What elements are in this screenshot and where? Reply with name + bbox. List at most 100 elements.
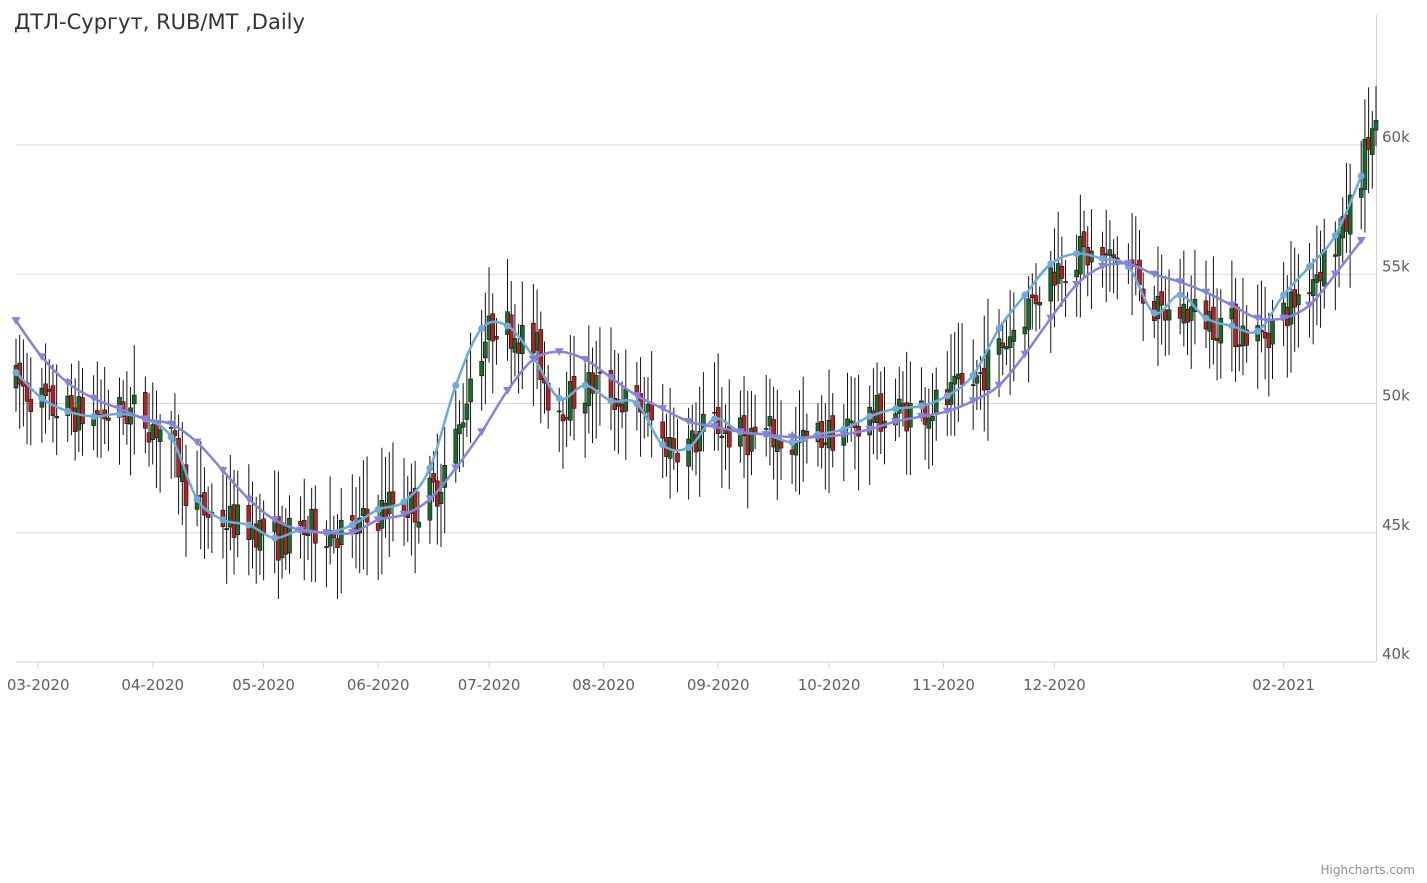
ma-marker — [374, 505, 382, 513]
ma-marker — [891, 417, 901, 426]
candle — [490, 293, 496, 394]
ma-marker — [1047, 260, 1055, 268]
candle — [952, 331, 957, 436]
ma-marker — [761, 430, 771, 439]
candle-body-down — [80, 397, 85, 425]
candle — [1373, 85, 1379, 147]
candle — [819, 395, 824, 469]
candle — [386, 451, 392, 557]
candle-body-up — [763, 428, 769, 430]
x-tick-label-05-2020: 05-2020 — [232, 676, 295, 694]
candle-body-up — [257, 520, 263, 551]
candle-body-up — [1022, 326, 1028, 335]
candle-body-down — [675, 452, 680, 463]
ma-marker — [1254, 327, 1262, 335]
ma-marker — [348, 521, 356, 529]
ma-marker — [866, 412, 874, 420]
candle — [726, 379, 732, 490]
candle — [1063, 260, 1068, 318]
candle-body-up — [1370, 128, 1375, 155]
candle — [1233, 278, 1238, 382]
candle-body-down — [959, 373, 965, 385]
candle-body-up — [1007, 336, 1013, 348]
candle — [157, 414, 163, 493]
highcharts-credits[interactable]: Highcharts.com — [1320, 863, 1415, 877]
ma-marker — [1175, 278, 1185, 287]
ma-marker — [452, 381, 460, 389]
candle-body-down — [1211, 306, 1216, 340]
candle-body-up — [616, 399, 621, 407]
candle — [1211, 256, 1216, 365]
ma-marker — [994, 381, 1004, 390]
candle — [1115, 236, 1120, 300]
candle — [1347, 163, 1353, 288]
ma-marker — [11, 317, 21, 325]
ma-marker — [425, 495, 435, 504]
candle — [712, 362, 717, 451]
candle-body-down — [1244, 329, 1249, 346]
ma-marker — [1123, 260, 1133, 268]
ma-marker — [528, 355, 538, 364]
candle — [660, 384, 666, 479]
candle-body-down — [50, 385, 56, 416]
candle-body-down — [1063, 281, 1068, 283]
ma-marker — [658, 405, 668, 413]
candle — [1192, 249, 1198, 345]
candle — [338, 487, 344, 594]
candle-body-up — [1347, 194, 1353, 235]
candle — [1111, 239, 1116, 294]
candle — [143, 376, 148, 454]
candle — [1288, 241, 1294, 373]
candle-body-down — [597, 371, 603, 374]
y-tick-label-60k: 60k — [1382, 128, 1410, 146]
candle-body-up — [224, 528, 229, 531]
candle — [1281, 262, 1286, 347]
candle-body-up — [974, 375, 980, 384]
candle — [1188, 275, 1194, 369]
candle — [841, 404, 847, 482]
candle-body-down — [660, 421, 666, 439]
candle-body-down — [634, 385, 640, 394]
x-tick-label-10-2020: 10-2020 — [798, 676, 861, 694]
ma-marker — [167, 433, 175, 441]
candle-body-down — [970, 384, 976, 386]
candle — [209, 483, 215, 554]
candle — [697, 386, 702, 497]
candle-body-down — [313, 508, 318, 544]
ma-marker — [504, 322, 512, 330]
x-tick-label-04-2020: 04-2020 — [121, 676, 184, 694]
candle — [460, 383, 466, 468]
candle-body-up — [1288, 291, 1294, 325]
x-tick-label-08-2020: 08-2020 — [572, 676, 635, 694]
ma-marker — [1176, 291, 1184, 299]
ma-marker — [1227, 301, 1237, 310]
candle — [257, 493, 263, 575]
candle-body-up — [453, 428, 459, 464]
candle-body-up — [1358, 187, 1364, 198]
candle-body-up — [1373, 120, 1379, 131]
ma-marker — [426, 464, 434, 472]
candle — [405, 476, 411, 543]
candle — [948, 334, 954, 436]
ma-marker — [347, 529, 357, 537]
candle — [1218, 289, 1224, 379]
candle — [1362, 99, 1368, 233]
candle-body-up — [131, 394, 137, 405]
candle-body-up — [1310, 279, 1316, 297]
x-tick-label-03-2020: 03-2020 — [7, 676, 70, 694]
ma-marker — [659, 441, 667, 449]
candle — [468, 332, 473, 444]
ma-marker — [192, 438, 202, 447]
candle-body-up — [483, 341, 488, 359]
candle — [1000, 324, 1006, 375]
candle-body-down — [490, 313, 496, 342]
ma-marker — [1279, 314, 1289, 323]
y-tick-label-55k: 55k — [1382, 257, 1410, 275]
candle-body-down — [1111, 254, 1116, 259]
ma-marker — [1073, 250, 1081, 258]
candle — [494, 317, 499, 365]
candle — [194, 450, 200, 527]
ma-marker — [296, 526, 306, 535]
ma-marker — [1046, 314, 1056, 323]
candle-body-up — [416, 521, 422, 528]
